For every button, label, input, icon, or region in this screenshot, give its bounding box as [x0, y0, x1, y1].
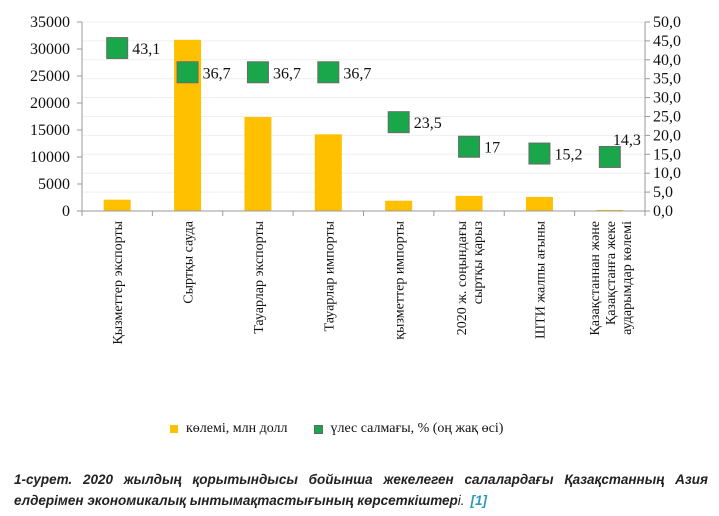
- bar: [596, 209, 624, 211]
- right-axis-tick-label: 25,0: [653, 109, 681, 126]
- right-axis-tick-label: 15,0: [653, 146, 681, 163]
- right-axis-tick-label: 10,0: [653, 165, 681, 182]
- x-axis-labels: Қызметтер экспорты Сыртқы сауда Тауарлар э…: [111, 220, 635, 344]
- x-axis-category-label: сыртқы қарыз: [471, 221, 486, 305]
- legend-item-share[interactable]: үлес салмағы, % (оң жақ өсі): [313, 421, 504, 437]
- left-axis-tick-label: 25000: [30, 68, 70, 85]
- caption-text: 1-сурет. 2020 жылдың қорытындысы бойынша…: [14, 472, 708, 508]
- left-axis-tick-label: 5000: [38, 176, 70, 193]
- left-axis-tick-label: 30000: [30, 41, 70, 58]
- data-label: 14,3: [613, 132, 641, 149]
- legend-item-volume[interactable]: көлемі, млн долл: [170, 421, 288, 437]
- marker-series: 43,1 36,7 36,7 36,7 23,5 17 15,2 14,3: [106, 37, 641, 168]
- x-axis-category-label: ШТИ жалпы ағыны: [533, 220, 548, 339]
- left-axis-tick-label: 20000: [30, 95, 70, 112]
- x-axis-category-label: қызметтер импорты: [393, 220, 408, 339]
- right-axis-ticks: 0,0 5,0 10,0 15,0 20,025,0 30,0 35,0 40,0 45,0 50…: [645, 14, 681, 220]
- data-label: 23,5: [414, 115, 442, 132]
- legend-swatch-marker: [313, 424, 323, 434]
- right-axis-tick-label: 0,0: [653, 203, 673, 220]
- data-marker: [246, 61, 269, 84]
- right-axis-tick-label: 30,0: [653, 90, 681, 107]
- left-axis-tick-label: 15000: [30, 122, 70, 139]
- gridlines: [82, 21, 645, 193]
- right-axis-tick-label: 20,0: [653, 127, 681, 144]
- data-marker: [176, 61, 199, 84]
- figure-caption: 1-сурет. 2020 жылдың қорытындысы бойынша…: [14, 469, 708, 511]
- x-axis-category-label: Тауарлар импорты: [322, 220, 337, 331]
- x-axis-category-label: Сыртқы сауда: [182, 220, 197, 304]
- data-marker: [528, 142, 551, 165]
- left-axis-ticks: 0 5000 10000 15000 20000 25000 30000 35000: [30, 14, 82, 220]
- data-marker: [106, 37, 129, 60]
- data-label: 17: [484, 140, 500, 157]
- data-label: 36,7: [203, 65, 231, 82]
- x-axis-category-label: аударымдар көлемі: [620, 221, 635, 335]
- left-axis-tick-label: 10000: [30, 149, 70, 166]
- legend: көлемі, млн долл үлес салмағы, % (оң жақ…: [170, 421, 529, 437]
- right-axis-tick-label: 40,0: [653, 52, 681, 69]
- bar: [244, 117, 272, 211]
- right-axis-tick-label: 50,0: [653, 14, 681, 31]
- bar: [455, 195, 483, 211]
- axes: [77, 22, 649, 216]
- right-axis-tick-label: 35,0: [653, 71, 681, 88]
- data-marker: [387, 111, 410, 134]
- legend-swatch-bar: [170, 425, 178, 433]
- caption-tail: і.: [457, 493, 465, 508]
- x-axis-category-label: Қазақстанға жеке: [604, 221, 619, 325]
- x-axis-category-label: Тауарлар экспорты: [252, 220, 267, 333]
- data-marker: [598, 145, 621, 168]
- right-axis-tick-label: 45,0: [653, 33, 681, 50]
- data-label: 15,2: [554, 147, 582, 164]
- left-axis-tick-label: 35000: [30, 14, 70, 31]
- legend-label-volume: көлемі, млн долл: [186, 421, 288, 436]
- x-axis-category-label: Қазақстаннан және: [588, 221, 603, 336]
- right-axis-tick-label: 5,0: [653, 184, 673, 201]
- bar: [385, 200, 413, 211]
- x-axis-category-label: 2020 ж. соңындағы: [455, 220, 470, 335]
- data-marker: [317, 61, 340, 84]
- bar: [525, 196, 553, 211]
- data-label: 36,7: [273, 65, 301, 82]
- caption-reference-link[interactable]: [1]: [470, 493, 488, 508]
- bar: [103, 199, 131, 211]
- legend-label-share: үлес салмағы, % (оң жақ өсі): [330, 421, 504, 436]
- left-axis-tick-label: 0: [62, 203, 70, 220]
- bar: [314, 134, 342, 211]
- data-marker: [458, 135, 481, 158]
- data-label: 36,7: [343, 65, 371, 82]
- combo-chart: 0 5000 10000 15000 20000 25000 30000 35000 0,0 5…: [30, 14, 681, 345]
- x-axis-category-label: Қызметтер экспорты: [111, 220, 126, 344]
- data-label: 43,1: [132, 41, 160, 58]
